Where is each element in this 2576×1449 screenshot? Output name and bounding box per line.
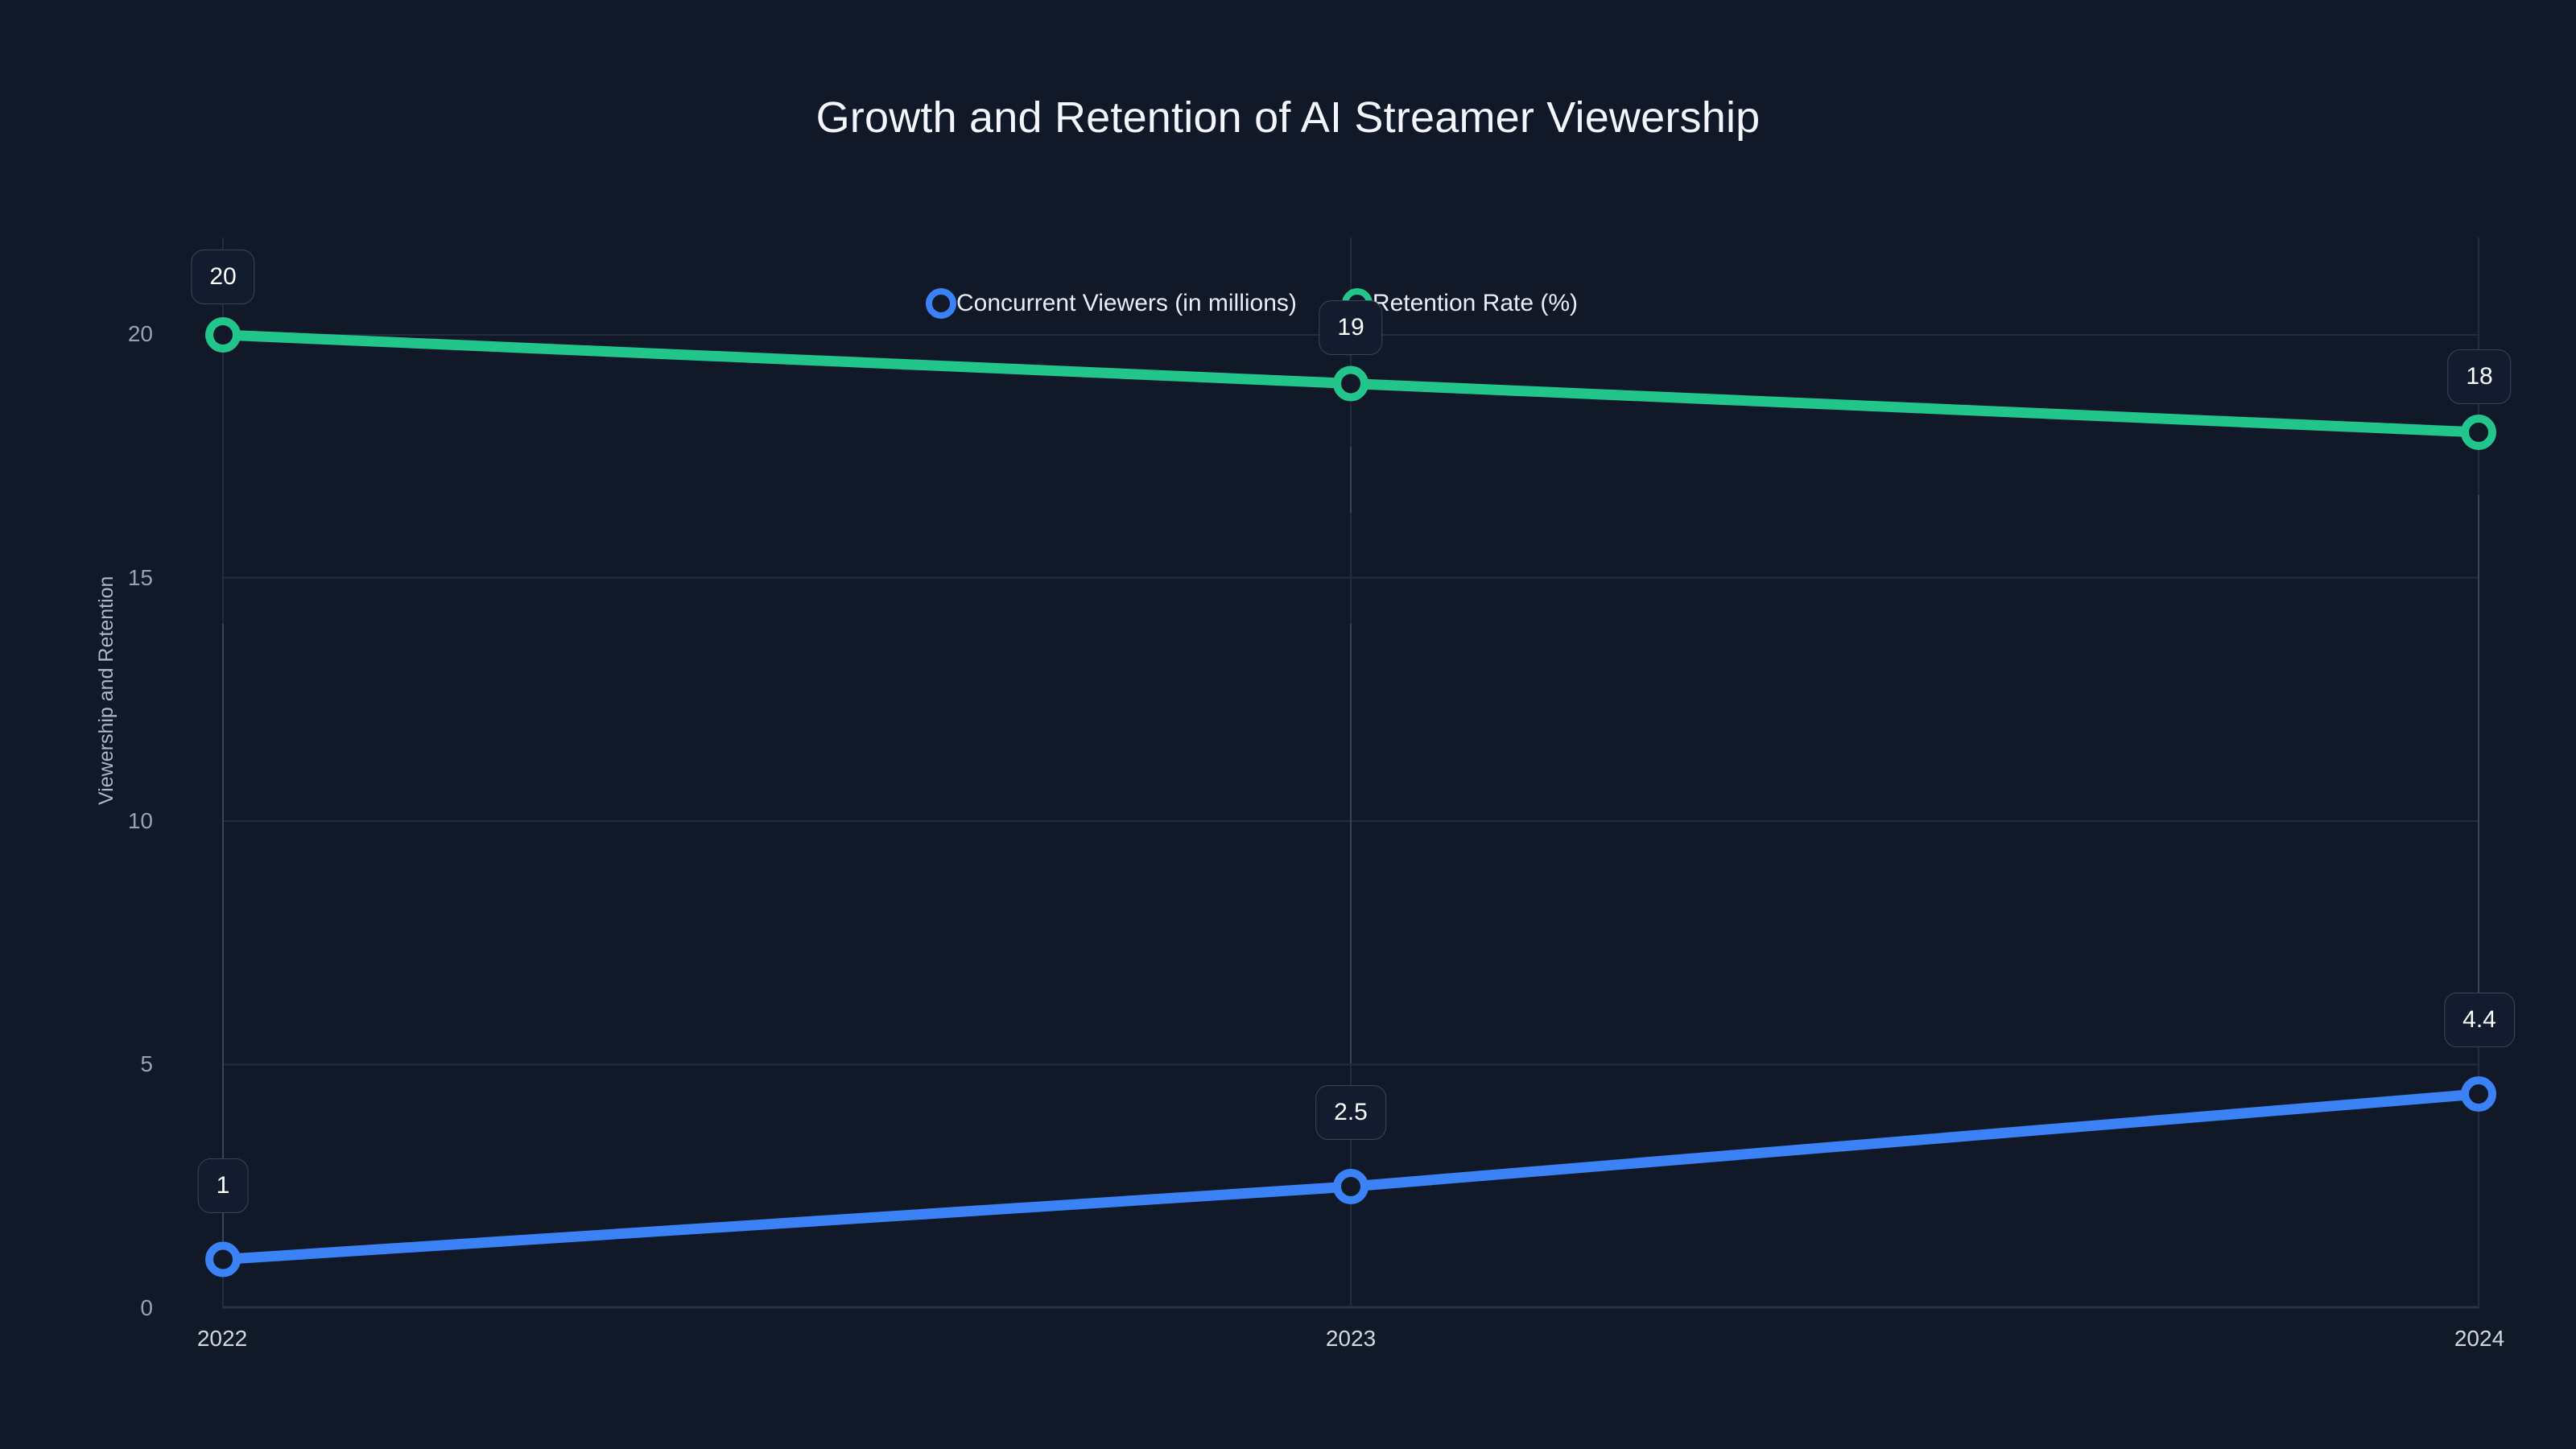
data-label-retention-2024: 18 [2447, 349, 2512, 404]
legend-item-viewers[interactable]: Concurrent Viewers (in millions) [926, 288, 1297, 319]
legend-label-viewers: Concurrent Viewers (in millions) [956, 290, 1297, 316]
y-axis-title: Viewership and Retention [95, 576, 118, 805]
legend-label-retention: Retention Rate (%) [1372, 290, 1579, 316]
plot-svg [205, 237, 2496, 1309]
chart-legend: Concurrent Viewers (in millions) Retenti… [926, 288, 1578, 319]
data-point-viewers-2024[interactable] [2461, 1076, 2496, 1112]
series-markers-viewers [205, 1076, 2496, 1278]
data-point-retention-2023[interactable] [1333, 365, 1368, 402]
data-label-viewers-2023: 2.5 [1315, 1085, 1386, 1140]
x-tick-label-2024: 2024 [2454, 1326, 2505, 1351]
data-point-viewers-2022[interactable] [205, 1241, 241, 1278]
label-connectors [222, 447, 2479, 1259]
data-point-viewers-2023[interactable] [1333, 1169, 1368, 1204]
chart-title: Growth and Retention of AI Streamer View… [815, 93, 1761, 142]
ring-marker-icon-viewers [926, 288, 956, 319]
data-point-retention-2024[interactable] [2461, 415, 2496, 450]
x-tick-label-2022: 2022 [196, 1326, 248, 1351]
data-label-viewers-2024: 4.4 [2444, 993, 2515, 1047]
y-tick-label-15: 15 [127, 565, 153, 590]
x-tick-label-2023: 2023 [1325, 1326, 1377, 1351]
y-tick-label-5: 5 [140, 1051, 153, 1076]
data-label-retention-2022: 20 [191, 250, 255, 304]
data-label-viewers-2022: 1 [197, 1158, 249, 1213]
data-label-retention-2023: 19 [1319, 300, 1383, 355]
data-point-retention-2022[interactable] [205, 317, 241, 353]
y-tick-label-10: 10 [127, 808, 153, 833]
y-tick-label-20: 20 [127, 321, 153, 346]
y-tick-label-0: 0 [140, 1295, 153, 1320]
series-markers-retention [205, 317, 2496, 450]
plot-area [205, 237, 2496, 1309]
